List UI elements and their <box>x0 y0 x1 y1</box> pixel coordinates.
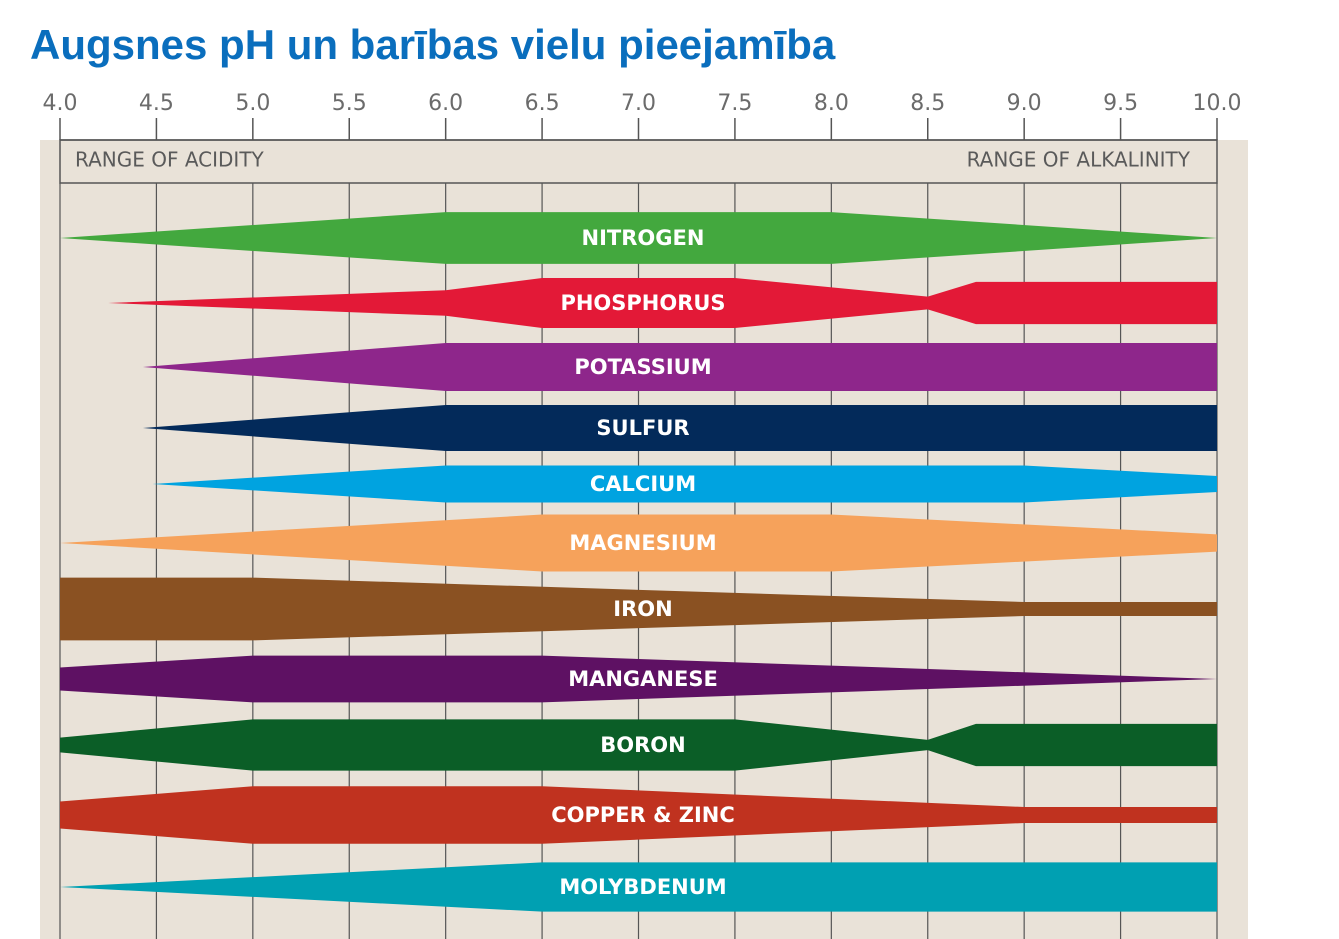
nutrient-band <box>60 786 1217 844</box>
x-tick-label: 6.5 <box>525 91 560 116</box>
x-tick-label: 8.5 <box>910 91 945 116</box>
nutrient-band <box>60 212 1217 264</box>
band-label: MANGANESE <box>568 667 718 691</box>
x-tick-label: 4.5 <box>139 91 174 116</box>
nutrient-band <box>60 655 1217 703</box>
chart-title: Augsnes pH un barības vielu pieejamība <box>30 21 836 68</box>
annotation: RANGE OF ACIDITY <box>75 148 265 172</box>
band-label: IRON <box>613 597 672 621</box>
nutrient-band <box>60 577 1217 641</box>
band-label: SULFUR <box>596 416 689 440</box>
nutrient-band <box>152 465 1217 503</box>
nutrient-band <box>60 719 1217 771</box>
nutrient-band <box>142 404 1217 452</box>
band-label: NITROGEN <box>582 226 705 250</box>
nutrient-band <box>60 862 1217 912</box>
x-tick-label: 10.0 <box>1193 91 1242 116</box>
annotation: RANGE OF ALKALINITY <box>967 148 1191 172</box>
band-label: MAGNESIUM <box>569 531 716 555</box>
band-label: POTASSIUM <box>574 355 711 379</box>
band-label: MOLYBDENUM <box>559 875 726 899</box>
x-tick-label: 5.5 <box>332 91 367 116</box>
x-tick-label: 8.0 <box>814 91 849 116</box>
nutrient-band <box>142 343 1217 391</box>
nutrient-band <box>60 514 1217 572</box>
x-tick-label: 6.0 <box>428 91 463 116</box>
x-tick-label: 5.0 <box>235 91 270 116</box>
band-label: COPPER & ZINC <box>551 803 735 827</box>
nutrient-band <box>108 278 1217 328</box>
x-tick-label: 7.5 <box>717 91 752 116</box>
x-tick-label: 4.0 <box>43 91 78 116</box>
band-label: PHOSPHORUS <box>560 291 725 315</box>
x-tick-label: 9.5 <box>1103 91 1138 116</box>
x-tick-label: 7.0 <box>621 91 656 116</box>
band-label: BORON <box>600 733 685 757</box>
x-tick-label: 9.0 <box>1007 91 1042 116</box>
band-label: CALCIUM <box>590 472 696 496</box>
